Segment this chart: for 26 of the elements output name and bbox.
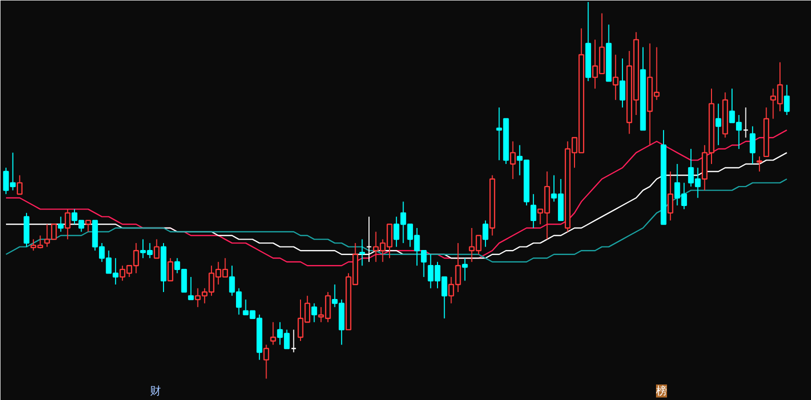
candlestick <box>16 174 23 195</box>
candlestick <box>85 220 92 232</box>
candlestick <box>482 220 488 248</box>
candlestick <box>359 238 366 266</box>
candlestick <box>620 58 626 108</box>
candlestick <box>311 302 318 323</box>
candlestick <box>263 344 270 380</box>
candlestick <box>462 258 468 282</box>
text: 财 <box>150 384 161 398</box>
candlestick <box>784 84 790 116</box>
candlestick <box>168 258 174 282</box>
text: 榜 <box>656 384 667 398</box>
candlestick <box>612 54 618 100</box>
candlestick <box>530 194 536 228</box>
candlestick <box>270 322 276 346</box>
candlestick <box>510 140 516 180</box>
candlestick <box>188 276 194 300</box>
candlestick <box>756 156 762 172</box>
candlestick <box>154 238 160 259</box>
candlestick <box>742 106 749 138</box>
candlestick <box>715 103 722 146</box>
candlestick <box>750 126 756 164</box>
candlestick <box>64 208 70 240</box>
candlestick <box>668 171 674 221</box>
candlestick <box>290 329 297 353</box>
candlestick <box>58 216 64 232</box>
